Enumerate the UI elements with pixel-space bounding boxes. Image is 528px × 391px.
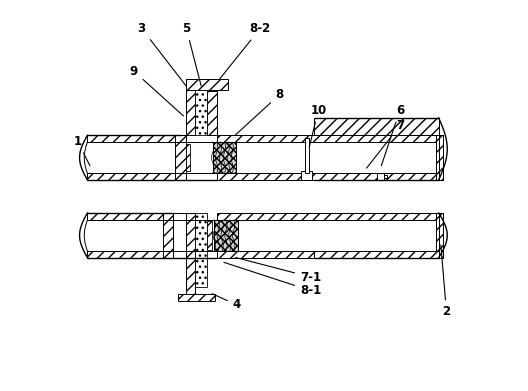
- Bar: [376, 173, 384, 180]
- Text: 4: 4: [212, 294, 241, 312]
- Bar: [207, 91, 216, 135]
- Bar: [315, 251, 439, 258]
- Bar: [214, 220, 238, 251]
- Bar: [195, 213, 207, 287]
- Bar: [218, 213, 439, 220]
- Text: 5: 5: [182, 22, 201, 86]
- Bar: [163, 213, 173, 258]
- Bar: [213, 142, 236, 173]
- Bar: [216, 135, 442, 142]
- Bar: [305, 138, 309, 172]
- Bar: [195, 90, 207, 135]
- Bar: [436, 135, 442, 180]
- Bar: [216, 173, 442, 180]
- Bar: [301, 171, 312, 180]
- Text: 6: 6: [381, 104, 404, 166]
- Text: 8: 8: [235, 88, 284, 135]
- Bar: [213, 142, 236, 173]
- Bar: [87, 251, 173, 258]
- Text: 8-2: 8-2: [219, 22, 271, 80]
- Text: 7-1: 7-1: [235, 258, 321, 283]
- Text: 2: 2: [441, 245, 450, 318]
- Bar: [87, 213, 173, 220]
- Text: 3: 3: [138, 22, 186, 86]
- Bar: [214, 220, 238, 251]
- Bar: [315, 118, 439, 135]
- Bar: [175, 135, 185, 180]
- Bar: [87, 173, 181, 180]
- Text: 1: 1: [73, 135, 90, 166]
- Text: 9: 9: [130, 65, 184, 116]
- Bar: [218, 251, 439, 258]
- Bar: [185, 79, 228, 90]
- Bar: [185, 79, 195, 135]
- Bar: [436, 213, 442, 258]
- Bar: [185, 213, 195, 294]
- Text: 7: 7: [366, 119, 404, 168]
- Text: 8-1: 8-1: [224, 262, 321, 297]
- Bar: [87, 135, 181, 142]
- Bar: [207, 221, 212, 250]
- Bar: [384, 175, 388, 178]
- Bar: [185, 144, 190, 171]
- Bar: [178, 294, 215, 301]
- Text: 10: 10: [309, 104, 326, 147]
